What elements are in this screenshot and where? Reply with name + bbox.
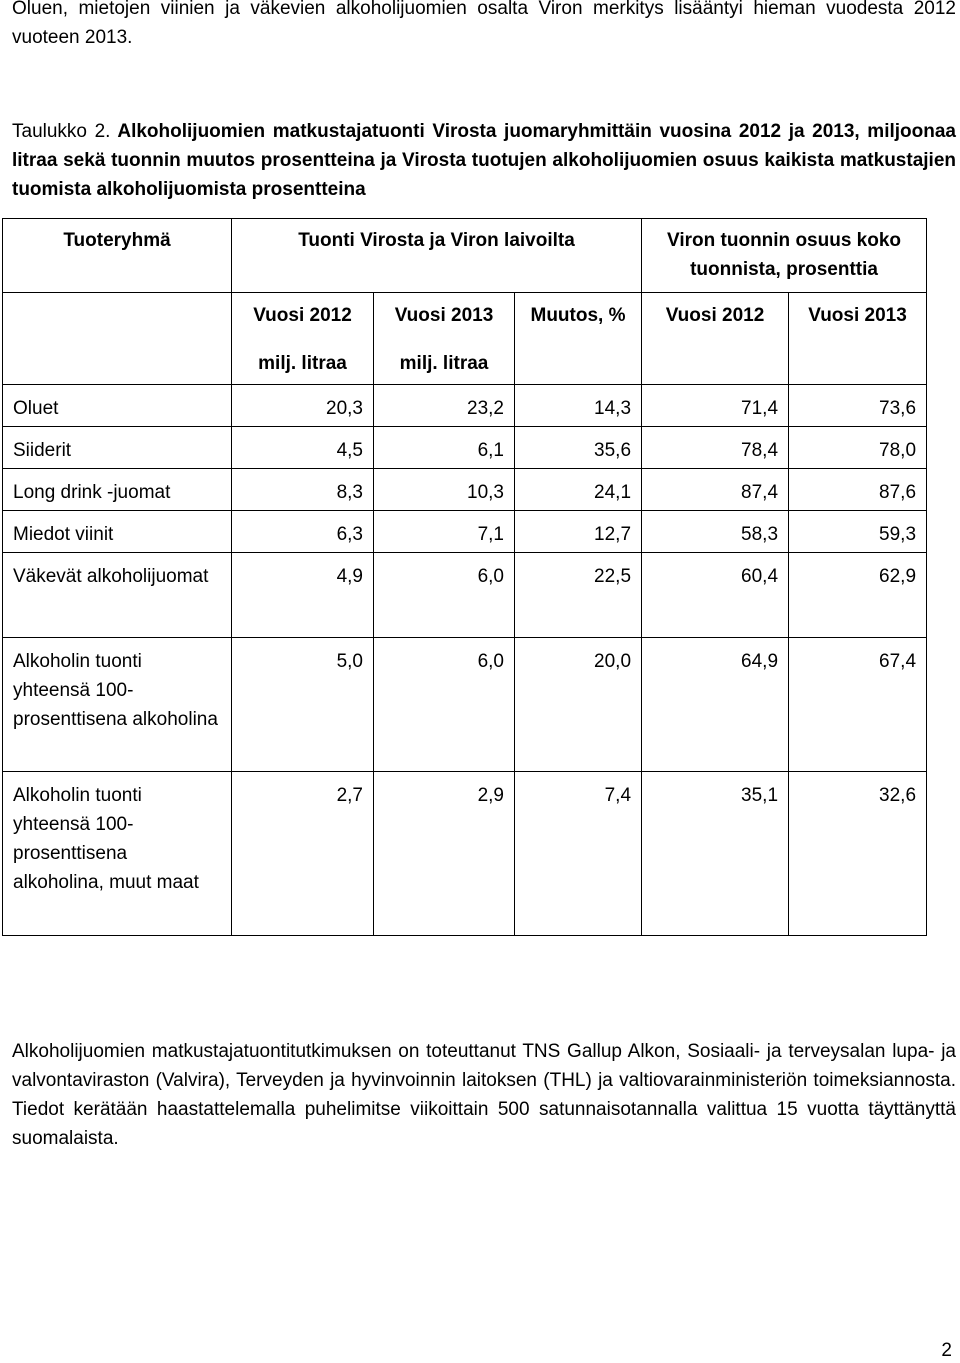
header-change: Muutos, %: [513, 292, 643, 385]
cell-share-2012: 78,4: [641, 426, 790, 469]
cell-share-2012: 64,9: [641, 637, 790, 772]
table-row: Long drink -juomat 8,3 10,3 24,1 87,4 87…: [2, 468, 928, 511]
row-label: Siiderit: [2, 426, 232, 469]
header-share: Viron tuonnin osuus koko tuonnista, pros…: [641, 218, 928, 293]
header-row-top: Tuoteryhmä Tuonti Virosta ja Viron laivo…: [2, 218, 928, 293]
cell-volume-2012: 6,3: [231, 510, 374, 553]
cell-volume-2013: 6,0: [373, 552, 515, 638]
header-product-group: Tuoteryhmä: [2, 218, 232, 293]
cell-volume-2012: 4,9: [231, 552, 374, 638]
cell-volume-2013: 10,3: [373, 468, 515, 511]
cell-volume-2013: 2,9: [373, 771, 515, 936]
table-row: Alkoholin tuonti yhteensä 100-prosenttis…: [2, 637, 928, 772]
header-volume-2013: Vuosi 2013 milj. litraa: [373, 292, 515, 385]
cell-share-2012: 71,4: [641, 384, 790, 427]
cell-share-2012: 35,1: [641, 771, 790, 936]
cell-share-2013: 87,6: [788, 468, 928, 511]
footnote-paragraph: Alkoholijuomien matkustajatuontitutkimuk…: [12, 1041, 956, 1149]
row-label: Long drink -juomat: [2, 468, 232, 511]
header-share-2012: Vuosi 2012: [641, 292, 790, 385]
cell-share-2013: 67,4: [788, 637, 928, 772]
row-label: Oluet: [2, 384, 232, 427]
header-volume-2013-year: Vuosi 2013: [394, 305, 494, 326]
row-label: Miedot viinit: [2, 510, 232, 553]
table-caption: Taulukko 2. Alkoholijuomien matkustajatu…: [12, 117, 956, 204]
table-row: Oluet 20,3 23,2 14,3 71,4 73,6: [2, 384, 928, 427]
cell-volume-2012: 20,3: [231, 384, 374, 427]
cell-share-2012: 58,3: [641, 510, 790, 553]
cell-change: 24,1: [513, 468, 643, 511]
import-table: Tuoteryhmä Tuonti Virosta ja Viron laivo…: [2, 218, 928, 936]
cell-share-2012: 87,4: [641, 468, 790, 511]
cell-volume-2013: 6,1: [373, 426, 515, 469]
cell-volume-2013: 7,1: [373, 510, 515, 553]
row-label: Alkoholin tuonti yhteensä 100-prosenttis…: [2, 637, 232, 772]
cell-share-2013: 59,3: [788, 510, 928, 553]
table-row: Miedot viinit 6,3 7,1 12,7 58,3 59,3: [2, 510, 928, 553]
header-share-2013: Vuosi 2013: [788, 292, 928, 385]
table-row: Siiderit 4,5 6,1 35,6 78,4 78,0: [2, 426, 928, 469]
row-label: Alkoholin tuonti yhteensä 100-prosenttis…: [2, 771, 232, 936]
cell-share-2013: 73,6: [788, 384, 928, 427]
cell-change: 20,0: [513, 637, 643, 772]
cell-volume-2013: 6,0: [373, 637, 515, 772]
header-volume-2013-unit: milj. litraa: [399, 353, 489, 374]
header-empty: [2, 292, 232, 385]
cell-volume-2012: 4,5: [231, 426, 374, 469]
cell-change: 14,3: [513, 384, 643, 427]
cell-share-2013: 78,0: [788, 426, 928, 469]
page-number: 2: [941, 1340, 952, 1361]
table-row: Väkevät alkoholijuomat 4,9 6,0 22,5 60,4…: [2, 552, 928, 638]
intro-paragraph: Oluen, mietojen viinien ja väkevien alko…: [12, 0, 956, 48]
header-volume-2012-unit: milj. litraa: [258, 353, 347, 374]
cell-change: 22,5: [513, 552, 643, 638]
table-row: Alkoholin tuonti yhteensä 100-prosenttis…: [2, 771, 928, 936]
header-import: Tuonti Virosta ja Viron laivoilta: [230, 218, 643, 293]
table-caption-text: Alkoholijuomien matkustajatuonti Virosta…: [12, 121, 956, 200]
cell-volume-2012: 2,7: [231, 771, 374, 936]
cell-change: 7,4: [513, 771, 643, 936]
cell-change: 35,6: [513, 426, 643, 469]
cell-share-2013: 32,6: [788, 771, 928, 936]
table-caption-label: Taulukko 2.: [12, 121, 111, 142]
cell-volume-2013: 23,2: [373, 384, 515, 427]
row-label: Väkevät alkoholijuomat: [2, 552, 232, 638]
header-volume-2012-year: Vuosi 2012: [253, 305, 352, 326]
header-row-sub: Vuosi 2012 milj. litraa Vuosi 2013 milj.…: [2, 292, 928, 385]
cell-share-2013: 62,9: [788, 552, 928, 638]
cell-change: 12,7: [513, 510, 643, 553]
header-volume-2012: Vuosi 2012 milj. litraa: [231, 292, 374, 385]
cell-share-2012: 60,4: [641, 552, 790, 638]
cell-volume-2012: 8,3: [231, 468, 374, 511]
cell-volume-2012: 5,0: [231, 637, 374, 772]
